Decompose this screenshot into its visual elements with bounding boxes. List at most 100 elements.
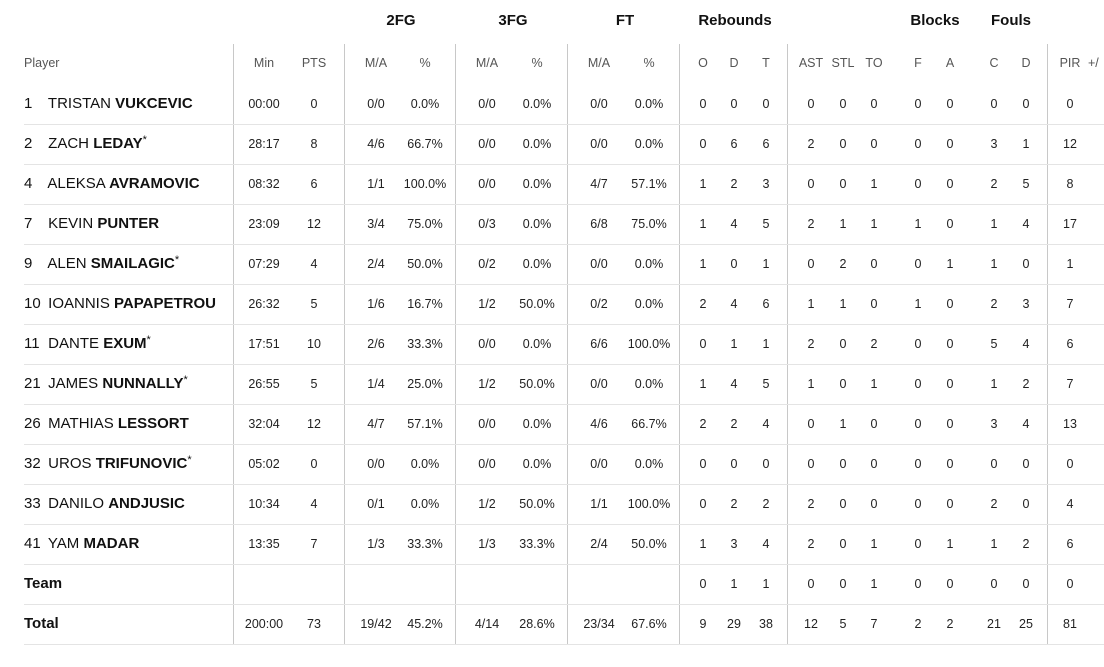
cell-pts: 12: [307, 217, 321, 231]
cell-fg3-pct: 50.0%: [519, 297, 555, 311]
header-ft-ma[interactable]: M/A: [587, 56, 611, 70]
cell-bf: 0: [914, 537, 922, 551]
cell-o: 0: [699, 97, 707, 111]
player-last-name: EXUM: [103, 335, 147, 352]
player-number: 7: [24, 215, 33, 232]
cell-fd: 0: [1022, 457, 1030, 471]
cell-fg2-ma: 19/42: [360, 617, 392, 631]
player-first-name: ALEKSA: [47, 175, 105, 192]
cell-d: 0: [730, 457, 738, 471]
header-reb-t[interactable]: T: [762, 56, 770, 70]
player-last-name: VUKCEVIC: [115, 95, 193, 112]
header-ft-pct[interactable]: %: [643, 56, 655, 70]
header-ast[interactable]: AST: [798, 56, 824, 70]
cell-fc: 3: [990, 417, 998, 431]
player-name-link[interactable]: 9 ALEN SMAILAGIC*: [24, 244, 179, 284]
player-first-name: JAMES: [48, 375, 99, 392]
cell-ast: 0: [807, 257, 815, 271]
cell-fc: 1: [990, 217, 998, 231]
cell-fg3-ma: 0/0: [478, 137, 496, 151]
cell-ba: 0: [946, 377, 954, 391]
player-name-link[interactable]: 33 DANILO ANDJUSIC: [24, 484, 185, 524]
cell-pir: 0: [1066, 457, 1074, 471]
cell-fg2-pct: 100.0%: [403, 177, 447, 191]
header-3fg-pct[interactable]: %: [531, 56, 543, 70]
header-blk-a[interactable]: A: [945, 56, 955, 70]
cell-fg3-pct: 0.0%: [522, 257, 552, 271]
cell-pir: 81: [1063, 617, 1077, 631]
header-stl[interactable]: STL: [831, 56, 855, 70]
cell-d: 2: [730, 417, 738, 431]
cell-fg2-pct: 0.0%: [410, 457, 440, 471]
cell-stl: 0: [839, 457, 847, 471]
cell-to: 1: [870, 217, 878, 231]
cell-ft-pct: 0.0%: [634, 457, 664, 471]
cell-ft-pct: [624, 564, 674, 604]
player-number: 21: [24, 375, 41, 392]
header-blk-f[interactable]: F: [914, 56, 922, 70]
cell-stl: 2: [839, 257, 847, 271]
header-reb-o[interactable]: O: [698, 56, 708, 70]
player-name-link[interactable]: 26 MATHIAS LESSORT: [24, 404, 189, 444]
player-name-link[interactable]: 7 KEVIN PUNTER: [24, 204, 159, 244]
cell-d: 0: [730, 257, 738, 271]
header-min[interactable]: Min: [253, 56, 275, 70]
player-name-link[interactable]: 10 IOANNIS PAPAPETROU: [24, 284, 216, 324]
cell-fg2-pct: 25.0%: [407, 377, 443, 391]
cell-ft-pct: 0.0%: [634, 137, 664, 151]
player-first-name: KEVIN: [48, 215, 94, 232]
header-3fg-ma[interactable]: M/A: [475, 56, 499, 70]
cell-pts: 4: [310, 497, 318, 511]
cell-o: 0: [699, 457, 707, 471]
cell-fd: 2: [1022, 537, 1030, 551]
header-foul-d[interactable]: D: [1021, 56, 1031, 70]
header-2fg-ma[interactable]: M/A: [364, 56, 388, 70]
player-first-name: DANILO: [48, 495, 105, 512]
cell-ft-ma: 0/0: [590, 257, 608, 271]
player-row: 32 UROS TRIFUNOVIC* 05:02 0 0/0 0.0% 0/0 0.0% 0…: [24, 444, 1104, 485]
header-to[interactable]: TO: [865, 56, 883, 70]
header-plus-minus[interactable]: +/: [1088, 56, 1099, 70]
cell-to: 0: [870, 497, 878, 511]
header-pts[interactable]: PTS: [301, 56, 327, 70]
player-name-link[interactable]: 4 ALEKSA AVRAMOVIC: [24, 164, 200, 204]
cell-ast: 2: [807, 497, 815, 511]
player-name-link[interactable]: 21 JAMES NUNNALLY*: [24, 364, 188, 404]
header-reb-d[interactable]: D: [729, 56, 739, 70]
cell-fg2-ma: [351, 564, 401, 604]
player-name-link[interactable]: 2 ZACH LEDAY*: [24, 124, 147, 164]
player-name-link[interactable]: 11 DANTE EXUM*: [24, 324, 151, 364]
header-foul-c[interactable]: C: [989, 56, 999, 70]
player-first-name: TRISTAN: [47, 95, 111, 112]
cell-bf: 1: [914, 217, 922, 231]
player-name-link[interactable]: 1 TRISTAN VUKCEVIC: [24, 84, 193, 124]
player-name-link[interactable]: 32 UROS TRIFUNOVIC*: [24, 444, 192, 484]
cell-stl: 5: [839, 617, 847, 631]
player-first-name: MATHIAS: [48, 415, 114, 432]
cell-to: 2: [870, 337, 878, 351]
cell-min: 26:55: [248, 377, 280, 391]
player-last-name: LEDAY: [93, 135, 143, 152]
cell-o: 9: [699, 617, 707, 631]
cell-fg3-pct: 50.0%: [519, 497, 555, 511]
cell-t: 2: [762, 497, 770, 511]
cell-min: 05:02: [248, 457, 280, 471]
cell-fc: 3: [990, 137, 998, 151]
cell-ft-pct: 75.0%: [631, 217, 667, 231]
cell-fc: 21: [987, 617, 1001, 631]
cell-fc: 0: [990, 577, 998, 591]
cell-fg2-ma: 0/0: [367, 97, 385, 111]
cell-ba: 0: [946, 137, 954, 151]
cell-ba: 1: [946, 537, 954, 551]
cell-t: 38: [759, 617, 773, 631]
cell-min: 00:00: [248, 97, 280, 111]
cell-o: 1: [699, 377, 707, 391]
cell-fg2-ma: 1/3: [367, 537, 385, 551]
header-2fg-pct[interactable]: %: [419, 56, 431, 70]
header-pir[interactable]: PIR: [1059, 56, 1081, 70]
cell-fg2-pct: 16.7%: [407, 297, 443, 311]
cell-fg2-ma: 1/1: [367, 177, 385, 191]
column-divider: [567, 44, 568, 644]
player-name-link[interactable]: 41 YAM MADAR: [24, 524, 139, 564]
